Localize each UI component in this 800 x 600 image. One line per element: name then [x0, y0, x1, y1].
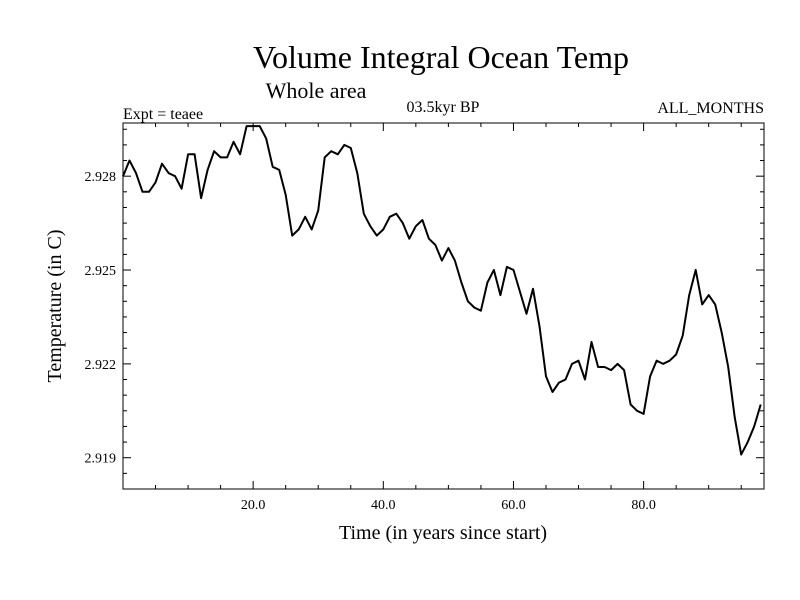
x-tick-label: 20.0 [241, 498, 266, 513]
experiment-label: Expt = teaee [123, 106, 203, 123]
x-tick-label: 40.0 [371, 498, 396, 513]
y-tick-label: 2.925 [85, 264, 117, 279]
chart-subtitle: Whole area [266, 78, 367, 103]
y-tick-label: 2.919 [85, 452, 117, 467]
temperature-series-line [122, 125, 762, 456]
y-tick-label: 2.922 [85, 358, 117, 373]
y-tick-labels: 2.919 2.922 2.925 2.928 [85, 170, 117, 467]
y-tick-label: 2.928 [85, 170, 117, 185]
x-axis-label: Time (in years since start) [339, 522, 547, 544]
x-tick-label: 80.0 [631, 498, 656, 513]
x-tick-labels: 20.0 40.0 60.0 80.0 [241, 498, 656, 513]
chart-title: Volume Integral Ocean Temp [253, 39, 629, 75]
y-axis-label: Temperature (in C) [44, 230, 66, 383]
axis-ticks [123, 123, 764, 489]
period-label: 03.5kyr BP [407, 99, 480, 116]
plot-frame [122, 122, 765, 490]
months-label: ALL_MONTHS [657, 100, 764, 117]
x-tick-label: 60.0 [501, 498, 526, 513]
